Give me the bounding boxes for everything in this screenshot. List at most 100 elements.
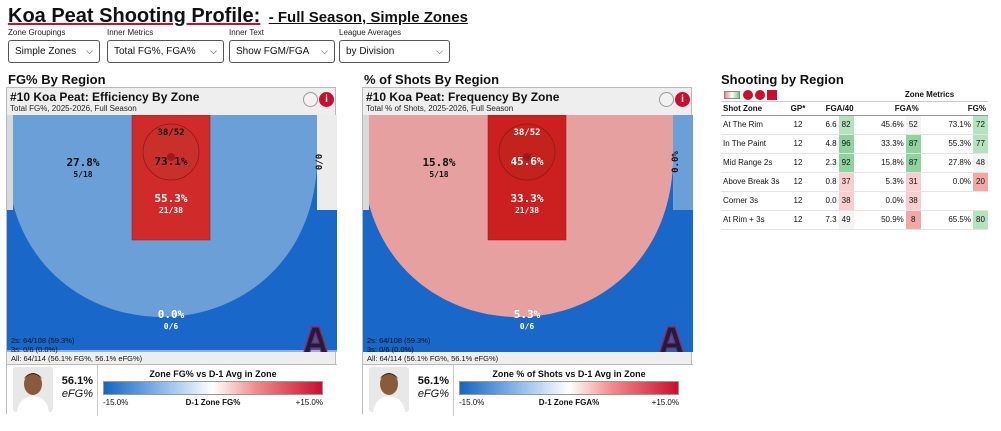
inner-metrics-label: Inner Metrics [107,28,154,37]
three-fraction: 0/6 [164,322,179,331]
col-fgap[interactable]: FGA% [853,102,921,116]
download-icon[interactable] [767,90,777,100]
inner-metrics-control: Inner Metrics Total FG%, FGA% ⌵ [107,28,224,63]
corner-right-zone [673,115,693,210]
info-icon[interactable]: i [319,92,334,107]
col-shot-zone[interactable]: Shot Zone [721,102,787,116]
page-subtitle: - Full Season, Simple Zones [268,9,468,26]
summary-twos: 2s: 64/108 (59.3%) [367,336,431,345]
fga40-cell: 6.6 [809,115,839,135]
fg-cell: 73.1% [920,115,973,135]
league-averages-select[interactable]: by Division ⌵ [339,40,450,63]
col-gp[interactable]: GP* [787,102,809,116]
toggle-circle-icon[interactable] [659,92,674,107]
zone-groupings-label: Zone Groupings [8,28,66,37]
fg-percentile-cell: 20 [973,172,988,192]
corner-three-value: 0/0 [315,154,325,170]
gp-cell: 12 [787,191,809,211]
zone-metrics-header: Zone Metrics [904,90,955,99]
inner-metrics-select[interactable]: Total FG%, FGA% ⌵ [107,40,224,63]
zone-groupings-value: Simple Zones [15,46,77,57]
fgap-cell: 33.3% [853,134,906,154]
gp-cell: 12 [787,210,809,230]
rim-zone [142,123,200,181]
panel-subtitle: Total % of Shots, 2025-2026, Full Season [366,104,514,113]
efficiency-panel: #10 Koa Peat: Efficiency By Zone Total F… [6,87,337,416]
team-logo [303,326,328,352]
col-fg[interactable]: FG% [920,102,988,116]
zone-cell: In The Paint [721,134,787,154]
fg-cell: 55.3% [920,134,973,154]
zone-cell: Above Break 3s [721,172,787,192]
summary-threes: 3s: 0/6 (0.0%) [11,345,58,354]
mid-range-fraction: 5/18 [73,170,92,179]
zone-groupings-select[interactable]: Simple Zones ⌵ [8,40,100,63]
team-logo [659,326,684,352]
legend-title: Zone FG% vs D-1 Avg in Zone [149,369,277,379]
table-row: Mid Range 2s 12 2.3 92 15.8% 87 27.8% 48 [721,153,988,173]
table-row: In The Paint 12 4.8 96 33.3% 87 55.3% 77 [721,134,988,154]
page-title: Koa Peat Shooting Profile: [8,5,261,27]
fgap-cell: 15.8% [853,153,906,173]
fga40-percentile-cell: 37 [838,172,854,192]
info-icon[interactable] [755,90,765,100]
fga40-cell: 0.8 [809,172,839,192]
mid-range-fraction: 5/18 [429,170,448,179]
shot-chart: 38/52 45.6% 33.3% 21/38 15.8% 5/18 0.0% … [363,115,693,352]
frequency-section-title: % of Shots By Region [364,72,500,87]
table-row: At Rim + 3s 12 7.3 49 50.9% 8 65.5% 80 [721,210,988,230]
chevron-down-icon: ⌵ [321,46,328,56]
efg-value: 56.1% [61,375,93,387]
fga40-percentile-cell: 92 [838,153,854,173]
paint-percent: 55.3% [154,192,187,205]
inner-text-value: Show FGM/FGA [236,46,310,57]
fgap-percentile-cell: 8 [905,210,921,230]
legend-min: -15.0% [103,398,129,407]
legend-mid: D-1 Zone FG% [185,398,241,407]
zone-groupings-control: Zone Groupings Simple Zones ⌵ [8,28,100,63]
shooting-summary: 2s: 64/108 (59.3%) 3s: 0/6 (0.0%) All: 6… [367,336,498,363]
summary-all: All: 64/114 (56.1% FG%, 56.1% eFG%) [367,354,499,363]
panel-footer: 56.1% eFG% Zone % of Shots vs D-1 Avg in… [363,364,693,416]
corner-left-zone [7,115,13,210]
panel-footer: 56.1% eFG% Zone FG% vs D-1 Avg in Zone -… [7,364,337,416]
legend-gradient [459,381,679,395]
toggle-circle-icon[interactable] [303,92,318,107]
info-icon[interactable]: i [675,92,690,107]
fg-percentile-cell: 77 [973,134,988,154]
fg-percentile-cell: 72 [973,115,988,135]
fg-percentile-cell [973,191,988,211]
fga40-cell: 2.3 [809,153,839,173]
fgap-cell: 45.6% [853,115,906,135]
summary-all: All: 64/114 (56.1% FG%, 56.1% eFG%) [11,354,143,363]
rim-percent: 73.1% [154,155,187,168]
zone-cell: At The Rim [721,115,787,135]
legend-max: +15.0% [295,398,323,407]
fgap-percentile-cell: 87 [905,153,921,173]
efficiency-section-title: FG% By Region [8,72,106,87]
fgap-cell: 50.9% [853,210,906,230]
fga40-cell: 7.3 [809,210,839,230]
panel-title: #10 Koa Peat: Efficiency By Zone [10,90,200,104]
shot-chart: 38/52 73.1% 55.3% 21/38 27.8% 5/18 0/0 0… [7,115,337,352]
fg-percentile-cell: 80 [973,210,988,230]
paint-fraction: 21/38 [159,206,183,215]
three-percent: 5.3% [514,308,541,321]
table-body: At The Rim 12 6.6 82 45.6% 52 73.1% 72 In The Pa… [721,115,988,230]
gp-cell: 12 [787,172,809,192]
shooting-table: Shot Zone GP* FGA/40 FGA% FG% At The Rim… [721,102,988,230]
inner-text-select[interactable]: Show FGM/FGA ⌵ [229,40,335,63]
hoop-mark [523,153,531,161]
league-averages-control: League Averages by Division ⌵ [339,28,450,63]
legend-title: Zone % of Shots vs D-1 Avg in Zone [492,369,646,379]
three-fraction: 0/6 [520,322,535,331]
toggle-icon[interactable] [743,90,753,100]
table-header-row: Shot Zone GP* FGA/40 FGA% FG% [721,102,988,116]
fga40-cell: 0.0 [809,191,839,211]
color-scale-icon[interactable] [724,91,740,99]
zone-cell: Corner 3s [721,191,787,211]
fga40-percentile-cell: 38 [838,191,854,211]
fgap-cell: 5.3% [853,172,906,192]
gp-cell: 12 [787,115,809,135]
col-fga40[interactable]: FGA/40 [809,102,854,116]
